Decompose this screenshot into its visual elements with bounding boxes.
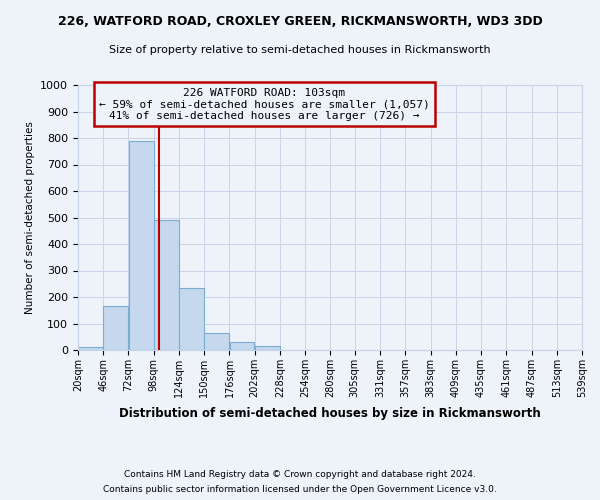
Text: Size of property relative to semi-detached houses in Rickmansworth: Size of property relative to semi-detach… [109, 45, 491, 55]
Bar [129, 140, 154, 350]
Bar [205, 333, 229, 350]
Bar [78, 348, 103, 350]
Text: Contains HM Land Registry data © Crown copyright and database right 2024.: Contains HM Land Registry data © Crown c… [124, 470, 476, 479]
Y-axis label: Number of semi-detached properties: Number of semi-detached properties [25, 121, 35, 314]
Bar [255, 346, 280, 350]
Bar [230, 342, 254, 350]
Bar [103, 306, 128, 350]
Bar [179, 288, 204, 350]
Text: 226 WATFORD ROAD: 103sqm
← 59% of semi-detached houses are smaller (1,057)
41% o: 226 WATFORD ROAD: 103sqm ← 59% of semi-d… [99, 88, 430, 121]
Bar [154, 220, 179, 350]
Text: 226, WATFORD ROAD, CROXLEY GREEN, RICKMANSWORTH, WD3 3DD: 226, WATFORD ROAD, CROXLEY GREEN, RICKMA… [58, 15, 542, 28]
Text: Contains public sector information licensed under the Open Government Licence v3: Contains public sector information licen… [103, 485, 497, 494]
Text: Distribution of semi-detached houses by size in Rickmansworth: Distribution of semi-detached houses by … [119, 408, 541, 420]
